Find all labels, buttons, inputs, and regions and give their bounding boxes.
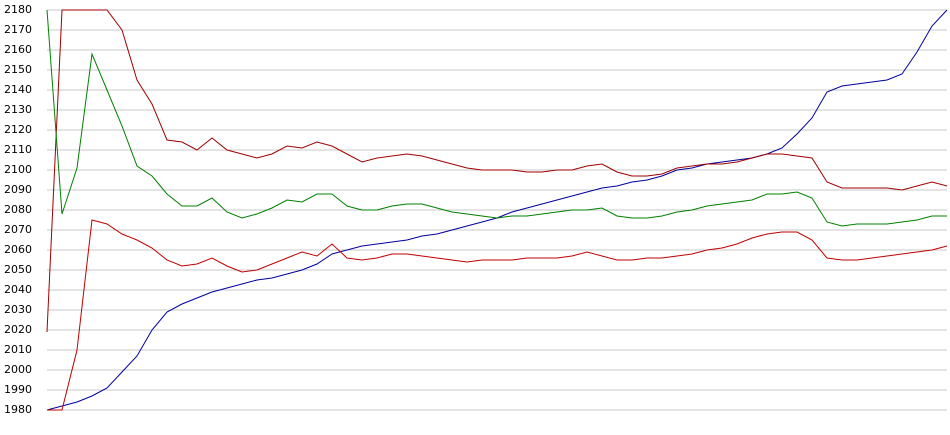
y-tick-label: 2130 — [4, 103, 32, 116]
y-tick-label: 2150 — [4, 63, 32, 76]
y-tick-label: 2040 — [4, 283, 32, 296]
y-tick-label: 2120 — [4, 123, 32, 136]
y-tick-label: 2010 — [4, 343, 32, 356]
series-line — [46, 9, 948, 333]
y-tick-label: 2140 — [4, 83, 32, 96]
y-tick-label: 2110 — [4, 143, 32, 156]
y-tick-label: 2080 — [4, 203, 32, 216]
y-tick-label: 2020 — [4, 323, 32, 336]
y-tick-label: 2170 — [4, 23, 32, 36]
y-tick-label: 2100 — [4, 163, 32, 176]
series-line — [47, 219, 948, 411]
series-line — [46, 9, 947, 227]
y-tick-label: 2180 — [4, 3, 32, 16]
y-tick-label: 2090 — [4, 183, 32, 196]
y-tick-label: 2070 — [4, 223, 32, 236]
y-tick-label: 1980 — [4, 403, 32, 416]
y-tick-label: 2050 — [4, 263, 32, 276]
y-tick-label: 1990 — [4, 383, 32, 396]
y-tick-label: 2030 — [4, 303, 32, 316]
y-tick-label: 2000 — [4, 363, 32, 376]
y-tick-label: 2160 — [4, 43, 32, 56]
y-tick-label: 2060 — [4, 243, 32, 256]
